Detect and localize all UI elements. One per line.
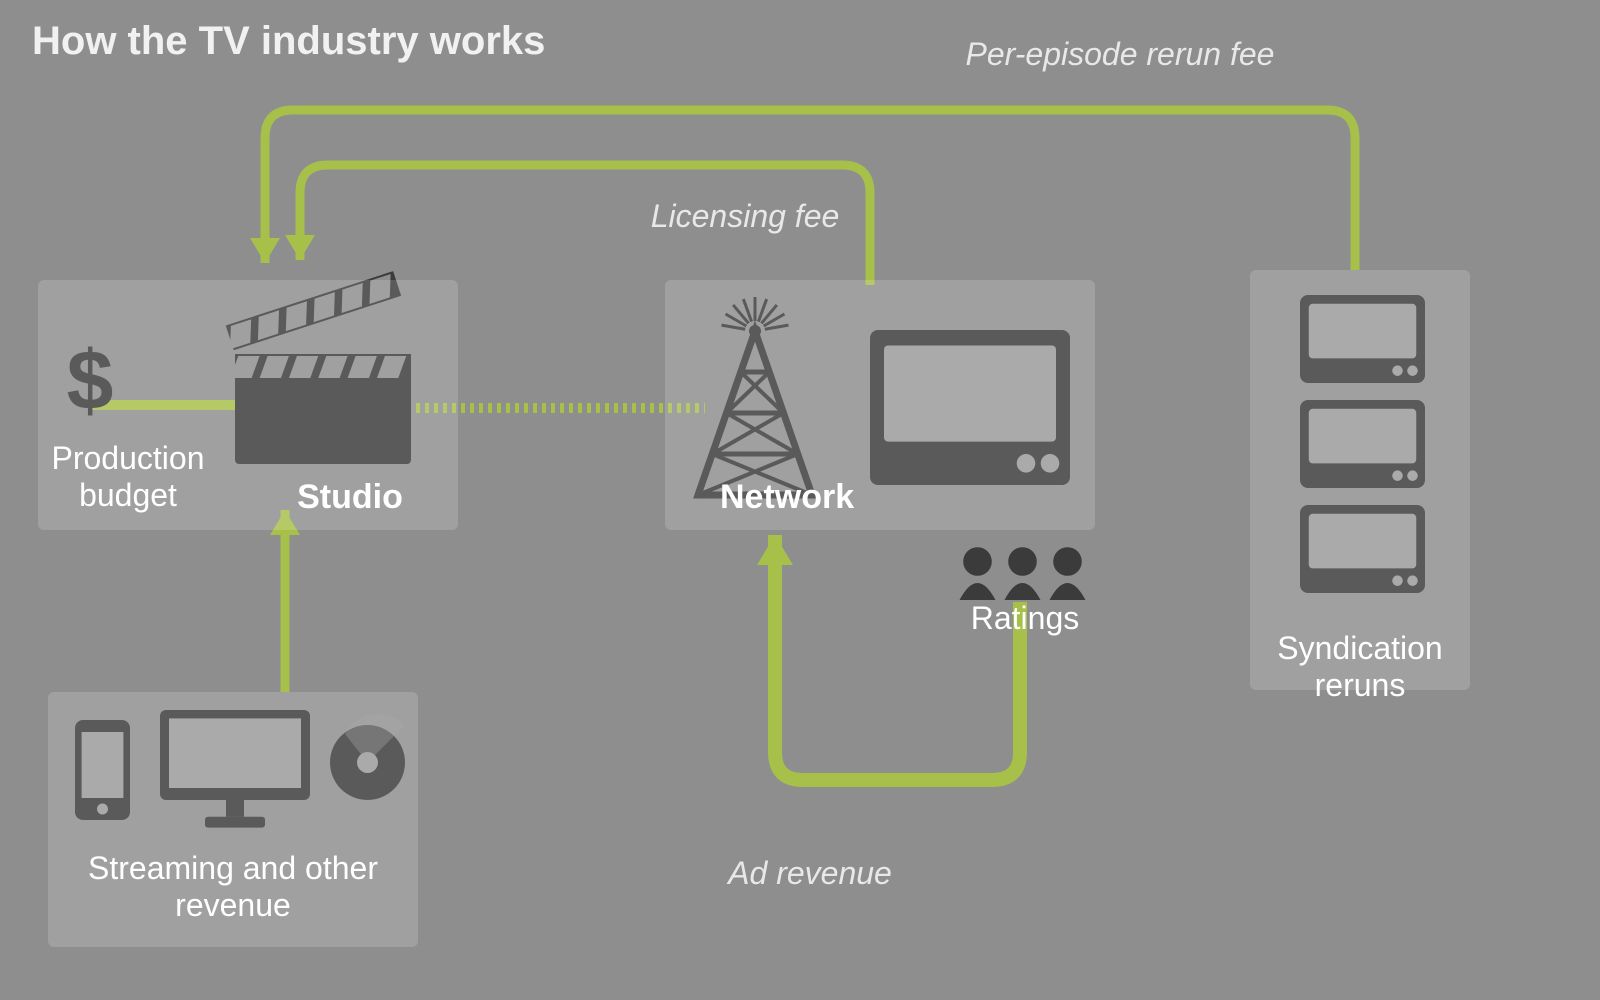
diagram-stage: $How the TV industry worksAd revenueLice…: [0, 0, 1600, 1000]
production-budget-label: Production budget: [28, 440, 228, 514]
studio-label: Studio: [270, 478, 430, 517]
edge-label: Licensing fee: [595, 198, 895, 235]
network-label: Network: [720, 478, 930, 517]
edge-label: Ad revenue: [690, 855, 930, 892]
syndication-box: [1250, 270, 1470, 690]
edge-label: Per-episode rerun fee: [905, 36, 1335, 73]
syndication-label: Syndication reruns: [1250, 630, 1470, 704]
streaming-label: Streaming and other revenue: [48, 850, 418, 924]
people-icon: [960, 547, 1086, 600]
ratings-label: Ratings: [945, 600, 1105, 637]
page-title: How the TV industry works: [32, 18, 932, 64]
